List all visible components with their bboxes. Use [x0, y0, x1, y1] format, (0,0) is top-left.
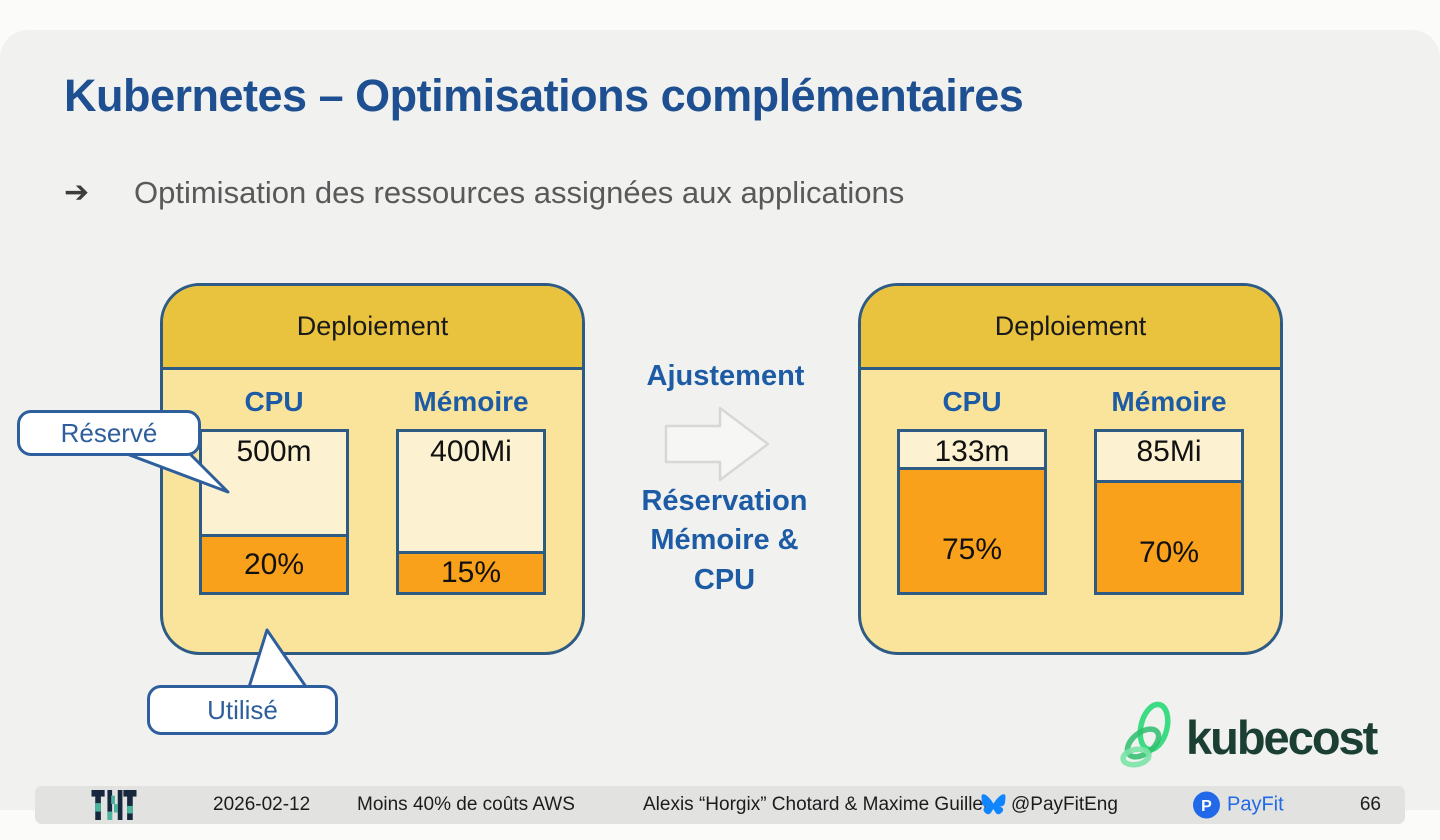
memory-bar-after: 85Mi 70%	[1094, 429, 1244, 595]
cpu-label-before: CPU	[244, 386, 304, 417]
deployment-box-after: Deploiement CPU 133m 75% Mémoire 85Mi 70…	[858, 283, 1283, 655]
svg-text:P: P	[1201, 798, 1212, 815]
footer-date: 2026-02-12	[213, 794, 311, 815]
memory-column-after: Mémoire 85Mi 70%	[1094, 386, 1244, 595]
cpu-used-fill-before: 20%	[202, 534, 346, 592]
cpu-column-before: CPU 500m 20%	[199, 386, 349, 595]
transition-caption: Réservation Mémoire & CPU	[641, 485, 808, 596]
callout-used: Utilisé	[147, 685, 338, 735]
footer-social-handle: @PayFitEng	[1011, 794, 1118, 815]
deployment-box-before: Deploiement CPU 500m 20% Mémoire 400Mi 1…	[160, 283, 585, 655]
footer-social: @PayFitEng	[981, 794, 1118, 816]
memory-bar-before: 400Mi 15%	[396, 429, 546, 595]
cpu-bar-after: 133m 75%	[897, 429, 1047, 595]
footer-authors: Alexis “Horgix” Chotard & Maxime Guillet	[643, 794, 989, 815]
memory-reserved-value-before: 400Mi	[430, 435, 512, 468]
conference-tnt-logo	[91, 790, 137, 820]
footer-bar: 2026-02-12 Moins 40% de coûts AWS Alexis…	[35, 786, 1405, 824]
bullet-row: ➔ Optimisation des ressources assignées …	[64, 175, 904, 211]
memory-reserved-value-after: 85Mi	[1136, 435, 1202, 468]
bluesky-butterfly-icon	[981, 794, 1006, 815]
footer-page-number: 66	[1359, 794, 1381, 815]
footer-payfit-logo: P PayFit	[1193, 791, 1284, 819]
cpu-bar-before: 500m 20%	[199, 429, 349, 595]
memory-used-fill-before: 15%	[399, 551, 543, 592]
cpu-reserved-value-before: 500m	[236, 435, 312, 468]
right-block-arrow-icon	[664, 406, 770, 482]
kubecost-leaf-icon	[1120, 701, 1171, 768]
resource-bars-before: CPU 500m 20% Mémoire 400Mi 15%	[163, 370, 582, 595]
memory-used-fill-after: 70%	[1097, 480, 1241, 592]
callout-reserved: Réservé	[17, 410, 201, 456]
payfit-p-icon: P	[1193, 791, 1220, 819]
cpu-reserved-value-after: 133m	[934, 435, 1010, 468]
kubecost-logo: kubecost	[1116, 700, 1378, 774]
deployment-header-before: Deploiement	[163, 286, 582, 370]
slide-title: Kubernetes – Optimisations complémentair…	[64, 70, 1024, 121]
cpu-column-after: CPU 133m 75%	[897, 386, 1047, 595]
footer-talk-title: Moins 40% de coûts AWS	[357, 794, 575, 815]
cpu-label-after: CPU	[942, 386, 1002, 417]
memory-label-before: Mémoire	[413, 386, 529, 417]
deployment-header-after: Deploiement	[861, 286, 1280, 370]
slide-background: Kubernetes – Optimisations complémentair…	[0, 30, 1440, 824]
bullet-arrow-icon: ➔	[64, 176, 90, 209]
transition-title: Ajustement	[646, 360, 805, 392]
resource-bars-after: CPU 133m 75% Mémoire 85Mi 70%	[861, 370, 1280, 595]
bullet-text: Optimisation des ressources assignées au…	[134, 175, 905, 210]
footer-brand-name: PayFit	[1227, 793, 1284, 816]
memory-column-before: Mémoire 400Mi 15%	[396, 386, 546, 595]
cpu-used-fill-after: 75%	[900, 467, 1044, 592]
memory-label-after: Mémoire	[1111, 386, 1227, 417]
kubecost-wordmark: kubecost	[1186, 710, 1378, 764]
